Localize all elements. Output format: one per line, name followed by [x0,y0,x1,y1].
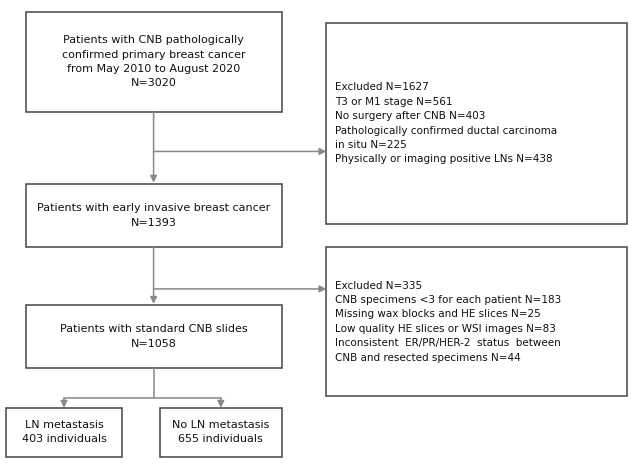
FancyBboxPatch shape [6,408,122,457]
Text: No LN metastasis
655 individuals: No LN metastasis 655 individuals [172,420,269,445]
FancyBboxPatch shape [326,23,627,224]
Text: LN metastasis
403 individuals: LN metastasis 403 individuals [22,420,106,445]
Text: Excluded N=335
CNB specimens <3 for each patient N=183
Missing wax blocks and HE: Excluded N=335 CNB specimens <3 for each… [335,281,561,363]
Text: Patients with CNB pathologically
confirmed primary breast cancer
from May 2010 t: Patients with CNB pathologically confirm… [62,35,245,89]
FancyBboxPatch shape [160,408,282,457]
FancyBboxPatch shape [326,247,627,396]
FancyBboxPatch shape [26,305,282,368]
FancyBboxPatch shape [26,184,282,247]
FancyBboxPatch shape [26,12,282,112]
Text: Excluded N=1627
T3 or M1 stage N=561
No surgery after CNB N=403
Pathologically c: Excluded N=1627 T3 or M1 stage N=561 No … [335,82,557,164]
Text: Patients with standard CNB slides
N=1058: Patients with standard CNB slides N=1058 [60,324,248,349]
Text: Patients with early invasive breast cancer
N=1393: Patients with early invasive breast canc… [37,203,270,228]
